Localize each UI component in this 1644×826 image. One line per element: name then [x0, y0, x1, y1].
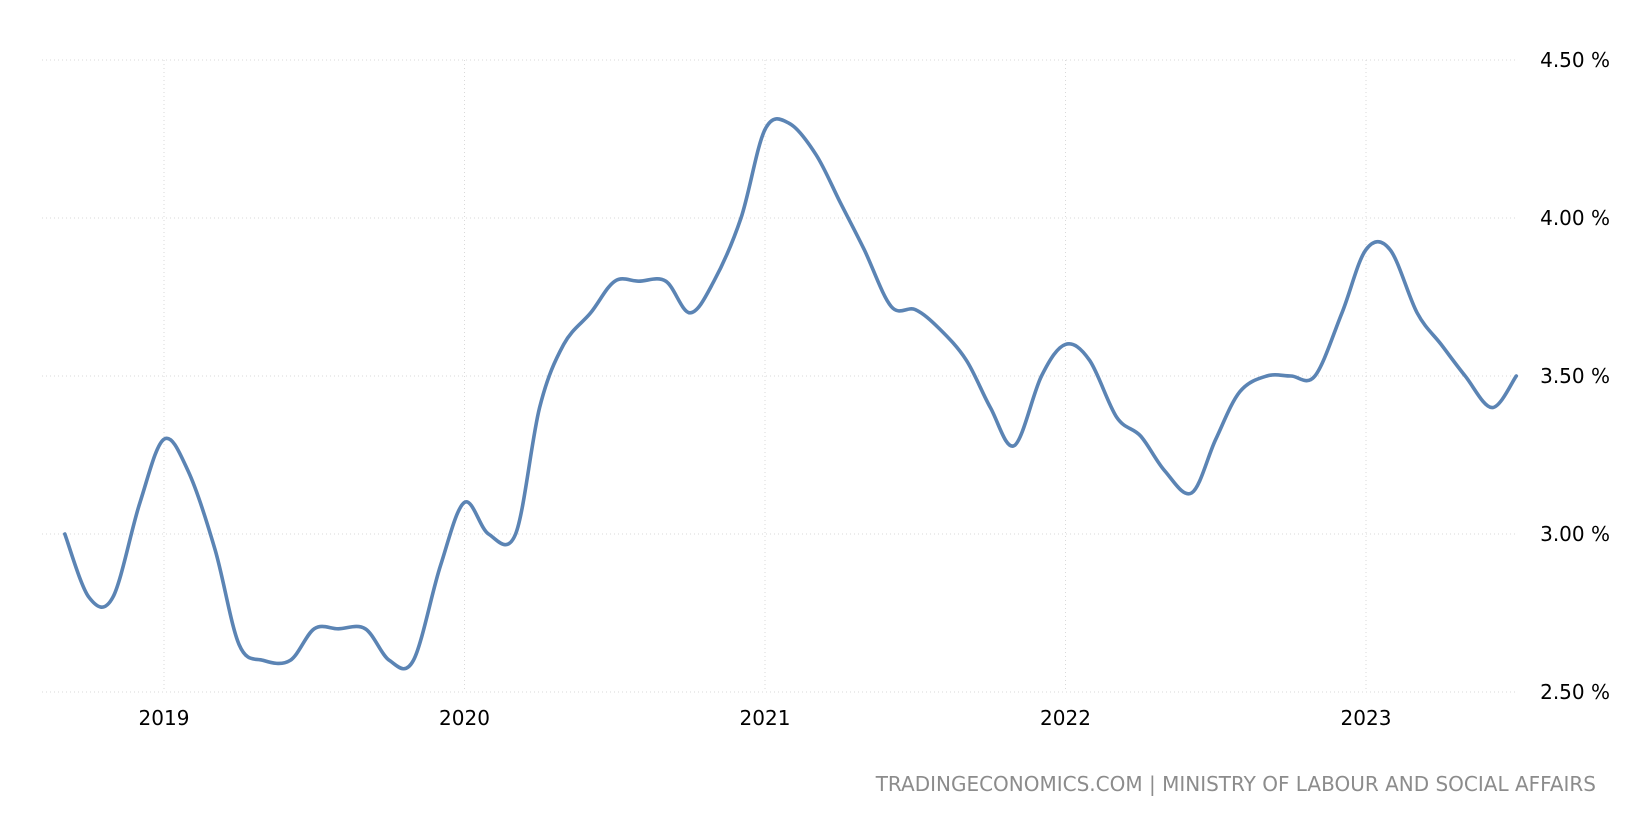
x-tick-label: 2020 [439, 706, 490, 730]
y-tick-label: 4.00 % [1540, 206, 1610, 230]
y-axis-ticks: 2.50 % 3.00 % 3.50 % 4.00 % 4.50 % [1540, 48, 1610, 704]
x-tick-label: 2021 [740, 706, 791, 730]
series-layer [63, 117, 1519, 671]
x-tick-label: 2022 [1040, 706, 1091, 730]
x-tick-label: 2023 [1341, 706, 1392, 730]
y-tick-label: 3.50 % [1540, 364, 1610, 388]
y-tick-label: 2.50 % [1540, 680, 1610, 704]
series-line [63, 117, 1519, 671]
source-attribution: TRADINGECONOMICS.COM | MINISTRY OF LABOU… [875, 772, 1596, 796]
x-axis-ticks: 2019 2020 2021 2022 2023 [139, 706, 1392, 730]
y-tick-label: 3.00 % [1540, 522, 1610, 546]
x-tick-label: 2019 [139, 706, 190, 730]
y-tick-label: 4.50 % [1540, 48, 1610, 72]
